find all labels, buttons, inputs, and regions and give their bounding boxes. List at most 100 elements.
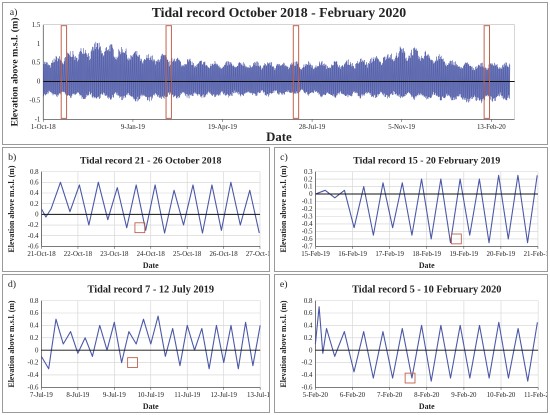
series-line (41, 181, 260, 234)
y-tick-label: 0.2 (304, 335, 313, 342)
x-tick-label: 5-Nov-19 (388, 124, 415, 131)
x-tick-label: 10-Jul-19 (138, 392, 165, 399)
y-tick-label: 1 (37, 41, 41, 48)
y-axis-label: Elevation above m.s.l. (m) (7, 165, 16, 252)
panel-label: b) (8, 152, 16, 163)
x-tick-label: 21-Oct-18 (27, 251, 56, 258)
highlight-window (165, 25, 172, 119)
y-tick-label: -0.4 (302, 221, 313, 228)
y-tick-label: 0.4 (30, 190, 39, 197)
marker-box (134, 222, 146, 234)
panel-label: c) (280, 152, 288, 163)
chart-d-svg: d) Tidal record 7 - 12 July 2019 -0.6 -0.4 -… (7, 279, 269, 411)
y-tick-label: 0 (37, 79, 41, 86)
x-tick-label: 9-Jul-19 (103, 392, 126, 399)
x-tick-label: 22-Oct-18 (64, 251, 93, 258)
y-tick-label: -0.2 (302, 206, 313, 213)
y-tick-label: -0.5 (302, 229, 313, 236)
series-line (315, 174, 538, 244)
chart-b-svg: b) Tidal record 21 - 26 October 2018 -0.6 -… (7, 152, 269, 270)
x-tick-label: 26-Oct-18 (209, 251, 238, 258)
y-tick-label: -1 (35, 117, 41, 124)
y-tick-label: 0.2 (30, 201, 39, 208)
x-tick-label: 9-Jan-19 (121, 124, 146, 131)
y-tick-label: -0.6 (28, 244, 39, 251)
x-tick-label: 20-Feb-19 (487, 251, 516, 258)
x-tick-label: 11-Feb-20 (524, 392, 547, 399)
y-tick-label: -0.6 (302, 236, 313, 243)
y-tick-label: -0.4 (28, 372, 39, 379)
highlight-window (60, 25, 68, 119)
chart-title: Tidal record 15 - 20 February 2019 (353, 156, 500, 167)
x-tick-label: 17-Feb-19 (375, 251, 404, 258)
x-tick-label: 1-Oct-18 (31, 124, 56, 131)
y-axis-label: Elevation above m.s.l. (m) (10, 18, 21, 127)
highlight-window (292, 25, 300, 119)
chart-a-svg: a) Tidal record October 2018 - February 2… (10, 5, 515, 144)
y-tick-label: 0 (35, 212, 39, 219)
x-tick-label: 19-Feb-19 (449, 251, 478, 258)
x-tick-label: 27-Oct-18 (246, 251, 269, 258)
y-tick-label: 0.4 (304, 323, 313, 330)
y-tick-label: 0 (309, 347, 313, 354)
y-tick-label: 0.2 (30, 335, 39, 342)
x-tick-label: 8-Feb-20 (414, 392, 440, 399)
y-tick-label: -0.6 (28, 385, 39, 392)
panel-label: a) (10, 7, 18, 18)
marker-box (127, 357, 138, 368)
y-tick-label: 0.8 (30, 298, 39, 305)
x-axis-label: Date (419, 261, 435, 270)
x-tick-label: 6-Feb-20 (340, 392, 366, 399)
x-tick-label: 21-Feb-19 (524, 251, 547, 258)
y-tick-label: 0.8 (30, 169, 39, 176)
y-tick-label: 0 (35, 347, 39, 354)
y-tick-label: -0.4 (28, 233, 39, 240)
y-tick-label: 0.5 (32, 60, 41, 67)
x-tick-label: 23-Oct-18 (100, 251, 129, 258)
x-axis-label: Date (419, 402, 435, 411)
panel-b: b) Tidal record 21 - 26 October 2018 -0.6 -… (2, 147, 270, 272)
y-tick-label: 0.6 (30, 310, 39, 317)
x-tick-label: 11-Jul-19 (174, 392, 201, 399)
x-tick-label: 7-Jul-19 (30, 392, 53, 399)
y-axis-label: Elevation above m.s.l. (m) (7, 300, 16, 387)
chart-title: Tidal record October 2018 - February 202… (152, 5, 407, 20)
x-tick-label: 7-Feb-20 (377, 392, 403, 399)
x-tick-label: 9-Feb-20 (451, 392, 477, 399)
y-tick-label: -0.2 (28, 360, 39, 367)
y-tick-label: 1.5 (32, 22, 41, 29)
y-tick-label: -0.5 (29, 98, 40, 105)
x-tick-label: 13-Jul-19 (247, 392, 269, 399)
chart-title: Tidal record 5 - 10 February 2020 (352, 285, 501, 296)
y-axis-label: Elevation above m.s.l. (m) (279, 165, 288, 252)
chart-title: Tidal record 7 - 12 July 2019 (88, 285, 214, 296)
chart-e-svg: e) Tidal record 5 - 10 February 2020 -0.6 -… (279, 279, 547, 411)
marker-box (451, 233, 462, 245)
x-tick-label: 19-Apr-19 (208, 124, 238, 131)
marker-box (404, 372, 416, 384)
y-tick-label: 0.6 (30, 179, 39, 186)
y-axis-label: Elevation above m.s.l. (m) (279, 300, 288, 387)
x-tick-label: 12-Jul-19 (211, 392, 238, 399)
x-tick-label: 25-Oct-18 (173, 251, 202, 258)
x-tick-label: 28-Jul-19 (299, 124, 326, 131)
x-tick-label: 8-Jul-19 (66, 392, 89, 399)
highlight-window (483, 25, 491, 119)
series-line (40, 315, 261, 370)
chart-title: Tidal record 21 - 26 October 2018 (80, 156, 221, 167)
y-tick-label: -0.7 (302, 244, 313, 251)
panel-label: d) (8, 279, 16, 290)
y-tick-label: 0.3 (304, 169, 313, 176)
x-tick-label: 18-Feb-19 (412, 251, 441, 258)
panel-a: a) Tidal record October 2018 - February 2… (2, 2, 548, 145)
x-tick-label: 16-Feb-19 (338, 251, 367, 258)
x-axis-label: Date (143, 261, 159, 270)
y-tick-label: 0 (309, 191, 313, 198)
y-tick-label: -0.2 (302, 360, 313, 367)
y-tick-label: 0.2 (304, 176, 313, 183)
series-line-tidal-record (43, 41, 511, 104)
y-tick-label: -0.3 (302, 214, 313, 221)
y-tick-label: -0.6 (302, 385, 313, 392)
x-tick-label: 5-Feb-20 (303, 392, 329, 399)
